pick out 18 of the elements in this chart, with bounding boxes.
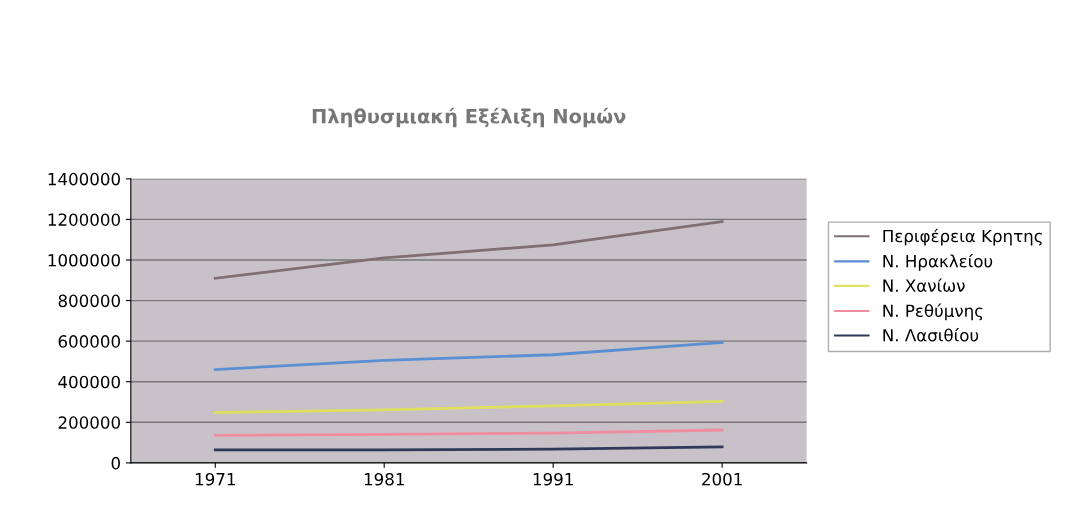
legend-label: Περιφέρεια Κρητης bbox=[883, 228, 1042, 246]
x-tick-label: 2001 bbox=[702, 472, 742, 486]
y-tick-label: 600000 bbox=[58, 335, 120, 348]
x-tick-label: 1981 bbox=[364, 472, 404, 486]
y-tick-label: 800000 bbox=[58, 294, 120, 308]
legend-label: Ν. Ηρακλείου bbox=[883, 253, 993, 271]
legend-label: Ν. Ρεθύμνης bbox=[883, 303, 983, 321]
y-tick-label: 200000 bbox=[58, 416, 120, 429]
y-tick-label: 0 bbox=[111, 456, 120, 470]
y-tick-label: 1200000 bbox=[48, 213, 120, 226]
legend-label: Ν. Λασιθίου bbox=[883, 328, 979, 342]
x-tick-label: 1991 bbox=[533, 472, 573, 486]
y-tick-label: 400000 bbox=[58, 375, 120, 389]
chart-title: Πληθυσμιακή Εξέλιξη Νομών bbox=[312, 107, 626, 128]
x-tick-label: 1971 bbox=[195, 472, 235, 486]
y-tick-label: 1000000 bbox=[48, 253, 120, 267]
y-tick-label: 1400000 bbox=[48, 172, 120, 186]
legend-label: Ν. Χανίων bbox=[883, 278, 965, 292]
